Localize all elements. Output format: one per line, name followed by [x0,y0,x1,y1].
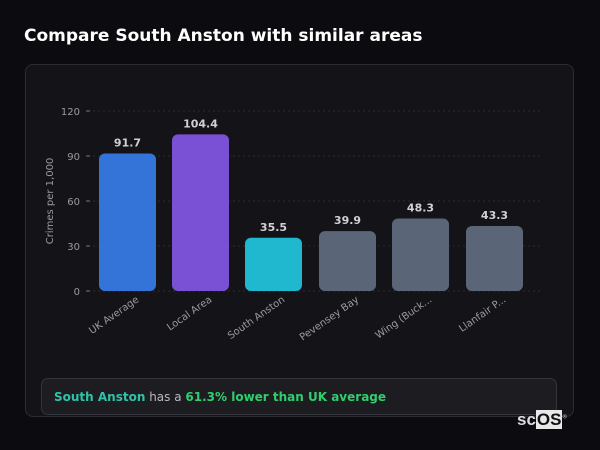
logo: scOS® [517,410,567,429]
bar [392,218,449,291]
x-tick-label: Llanfair P... [457,294,508,334]
data-label: 91.7 [114,136,141,149]
data-label: 39.9 [334,214,361,227]
x-tick-label: Wing (Buck... [374,294,435,341]
bar [466,226,523,291]
y-axis-label: Crimes per 1,000 [45,158,56,245]
data-label: 104.4 [183,117,218,130]
x-tick-label: Local Area [165,294,214,333]
summary-box: South Anston has a 61.3% lower than UK a… [41,378,557,415]
summary-highlight: 61.3% lower than UK average [185,390,387,404]
x-tick-label: Pevensey Bay [298,294,361,343]
bar [245,237,302,291]
y-tick-label: 60 [67,197,80,208]
summary-area: South Anston [54,390,146,404]
y-tick-label: 120 [61,107,80,118]
data-label: 35.5 [260,221,287,234]
data-label: 48.3 [407,202,434,215]
x-tick-label: UK Average [87,294,141,336]
bar [319,231,376,291]
y-tick-label: 90 [67,152,80,163]
y-tick-label: 30 [67,242,80,253]
x-tick-label: South Anston [226,294,287,341]
data-label: 43.3 [481,209,508,222]
bar [99,153,156,291]
bar [172,134,229,291]
summary-middle: has a [145,390,186,404]
page-title: Compare South Anston with similar areas [24,26,423,46]
y-tick-label: 0 [74,287,80,298]
